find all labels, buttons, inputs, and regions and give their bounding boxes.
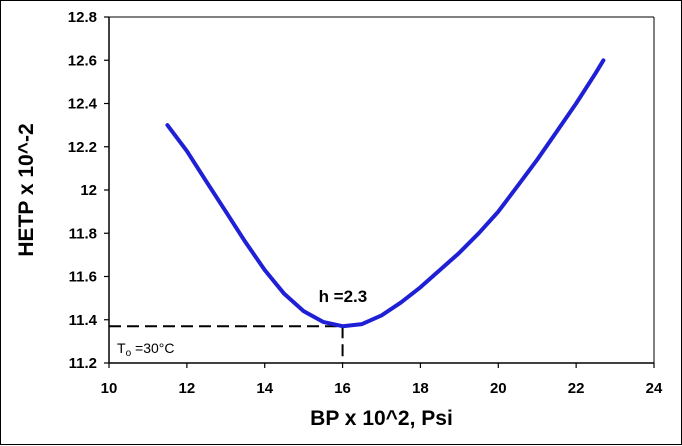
y-tick-label: 12.6 (68, 52, 97, 69)
condition-annotation-rest: =30°C (131, 340, 174, 356)
y-tick-label: 11.2 (69, 355, 97, 372)
condition-annotation-main: T (117, 340, 126, 356)
minimum-annotation: h =2.3 (319, 287, 368, 306)
x-tick-label: 22 (568, 380, 585, 397)
reference-lines (109, 325, 344, 363)
y-tick-label: 11.4 (69, 312, 98, 329)
y-tick-label: 12.2 (68, 139, 97, 156)
y-tick-label: 11.8 (69, 225, 97, 242)
y-ticks: 11.2 11.4 11.6 11.8 12 12.2 12.4 12.6 12.8 (68, 9, 109, 372)
y-tick-label: 12.8 (68, 9, 97, 26)
y-tick-label: 12.4 (68, 96, 98, 113)
y-tick-label: 11.6 (69, 269, 97, 286)
series-line-hetp (165, 58, 606, 329)
x-axis-title: BP x 10^2, Psi (310, 407, 453, 430)
y-axis-title: HETP x 10^-2 (15, 123, 38, 256)
y-tick-label: 12 (80, 182, 97, 199)
x-tick-label: 14 (256, 380, 273, 397)
x-tick-label: 12 (179, 380, 196, 397)
x-tick-label: 10 (101, 380, 118, 397)
x-tick-label: 20 (490, 380, 507, 397)
x-tick-label: 24 (646, 380, 663, 397)
x-tick-label: 16 (334, 380, 351, 397)
condition-annotation-sub: o (126, 348, 132, 359)
condition-annotation: To =30°C (117, 340, 174, 359)
axes (108, 16, 655, 364)
x-ticks: 10 12 14 16 18 20 22 24 (101, 363, 663, 397)
x-tick-label: 18 (412, 380, 429, 397)
